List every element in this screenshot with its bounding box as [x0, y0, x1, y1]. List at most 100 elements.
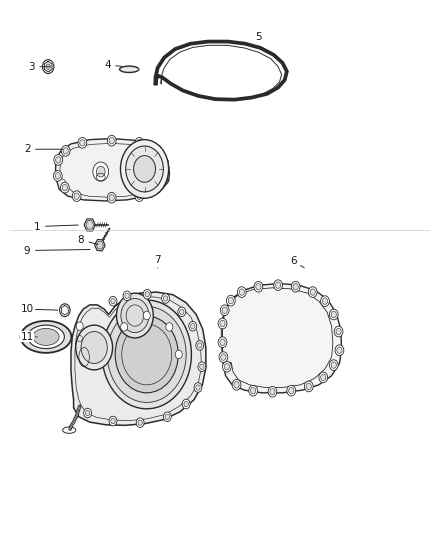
- Circle shape: [310, 289, 315, 295]
- Circle shape: [270, 389, 275, 395]
- Circle shape: [56, 157, 61, 163]
- Circle shape: [336, 328, 341, 335]
- Circle shape: [165, 414, 170, 419]
- Circle shape: [222, 307, 227, 313]
- Ellipse shape: [33, 328, 59, 345]
- PathPatch shape: [71, 292, 206, 425]
- Circle shape: [85, 410, 90, 416]
- Circle shape: [63, 148, 68, 154]
- Circle shape: [200, 364, 204, 369]
- Circle shape: [221, 354, 226, 360]
- Ellipse shape: [120, 66, 139, 72]
- Circle shape: [194, 383, 202, 392]
- Circle shape: [331, 362, 336, 368]
- Text: 1: 1: [34, 222, 41, 231]
- Circle shape: [102, 300, 191, 409]
- Circle shape: [196, 341, 204, 350]
- Circle shape: [329, 309, 338, 320]
- Circle shape: [81, 332, 107, 364]
- Circle shape: [109, 138, 114, 144]
- Circle shape: [234, 382, 239, 388]
- Circle shape: [76, 325, 113, 370]
- Circle shape: [249, 385, 258, 396]
- Circle shape: [166, 322, 173, 331]
- Text: 5: 5: [255, 33, 262, 42]
- Circle shape: [220, 305, 229, 316]
- Circle shape: [163, 296, 168, 301]
- Circle shape: [123, 291, 131, 301]
- Ellipse shape: [21, 321, 71, 353]
- Circle shape: [137, 193, 142, 199]
- Circle shape: [319, 372, 328, 383]
- Circle shape: [84, 408, 92, 418]
- Circle shape: [218, 337, 227, 348]
- Circle shape: [143, 311, 150, 320]
- Circle shape: [72, 191, 81, 201]
- Circle shape: [220, 339, 225, 345]
- Circle shape: [76, 322, 83, 330]
- Circle shape: [126, 146, 163, 192]
- Circle shape: [191, 324, 195, 329]
- Circle shape: [154, 185, 159, 191]
- Circle shape: [293, 284, 298, 290]
- Circle shape: [232, 379, 241, 390]
- PathPatch shape: [155, 42, 287, 100]
- Circle shape: [321, 296, 329, 306]
- Circle shape: [78, 138, 87, 148]
- Circle shape: [55, 173, 60, 179]
- Circle shape: [93, 162, 109, 181]
- Circle shape: [135, 191, 144, 201]
- Circle shape: [143, 289, 151, 299]
- Circle shape: [180, 309, 184, 314]
- Circle shape: [61, 146, 70, 156]
- Circle shape: [184, 401, 188, 407]
- Circle shape: [224, 364, 230, 370]
- Text: 3: 3: [28, 62, 35, 71]
- Circle shape: [134, 156, 155, 182]
- Circle shape: [321, 374, 326, 381]
- Circle shape: [268, 386, 277, 397]
- Circle shape: [111, 418, 115, 424]
- Circle shape: [109, 416, 117, 426]
- Circle shape: [138, 420, 142, 425]
- Circle shape: [223, 361, 231, 372]
- Circle shape: [109, 296, 117, 306]
- Circle shape: [196, 385, 200, 390]
- Circle shape: [159, 157, 168, 168]
- Circle shape: [256, 284, 261, 290]
- Circle shape: [322, 298, 328, 304]
- Circle shape: [329, 360, 338, 370]
- Circle shape: [154, 147, 159, 154]
- Circle shape: [161, 159, 166, 166]
- Text: 7: 7: [154, 255, 161, 264]
- Circle shape: [137, 140, 142, 146]
- Circle shape: [136, 418, 144, 427]
- Circle shape: [74, 193, 79, 199]
- Circle shape: [117, 293, 153, 338]
- Circle shape: [220, 320, 225, 327]
- Circle shape: [62, 184, 67, 191]
- Circle shape: [334, 326, 343, 337]
- Circle shape: [120, 322, 127, 331]
- Circle shape: [115, 316, 178, 393]
- Circle shape: [226, 295, 235, 306]
- Circle shape: [53, 171, 62, 181]
- Circle shape: [145, 292, 149, 297]
- Circle shape: [228, 297, 233, 304]
- PathPatch shape: [222, 284, 342, 393]
- Circle shape: [120, 140, 169, 198]
- Circle shape: [109, 195, 114, 201]
- Circle shape: [251, 387, 256, 394]
- Circle shape: [306, 383, 311, 390]
- Circle shape: [289, 387, 294, 394]
- Circle shape: [287, 385, 296, 396]
- Circle shape: [135, 138, 144, 148]
- Circle shape: [111, 298, 115, 304]
- Circle shape: [152, 183, 161, 193]
- Circle shape: [159, 173, 168, 184]
- Circle shape: [175, 350, 182, 359]
- Circle shape: [331, 311, 336, 318]
- Circle shape: [291, 281, 300, 292]
- Text: 9: 9: [24, 246, 31, 255]
- Circle shape: [107, 192, 116, 203]
